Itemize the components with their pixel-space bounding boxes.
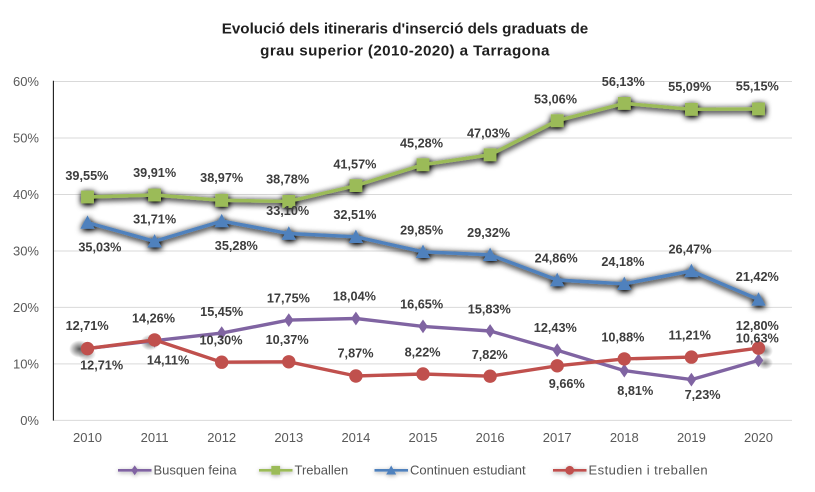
svg-text:2012: 2012 (207, 430, 236, 445)
svg-text:26,47%: 26,47% (668, 242, 711, 256)
svg-text:7,82%: 7,82% (472, 348, 508, 362)
svg-text:21,42%: 21,42% (736, 270, 779, 284)
svg-text:45,28%: 45,28% (400, 137, 443, 151)
svg-text:2017: 2017 (543, 430, 572, 445)
svg-text:2015: 2015 (409, 430, 438, 445)
svg-text:20%: 20% (13, 300, 39, 315)
svg-text:40%: 40% (13, 187, 39, 202)
svg-text:Treballen: Treballen (295, 462, 349, 477)
svg-text:17,75%: 17,75% (267, 292, 310, 306)
svg-text:33,10%: 33,10% (266, 204, 309, 218)
svg-text:12,43%: 12,43% (534, 321, 577, 335)
svg-text:14,11%: 14,11% (147, 353, 189, 367)
svg-text:24,86%: 24,86% (535, 252, 578, 266)
svg-text:53,06%: 53,06% (534, 93, 577, 107)
svg-text:35,28%: 35,28% (215, 239, 258, 253)
svg-text:14,26%: 14,26% (132, 312, 175, 326)
svg-text:55,09%: 55,09% (668, 80, 711, 94)
svg-text:2020: 2020 (744, 430, 773, 445)
svg-text:56,13%: 56,13% (602, 75, 645, 89)
svg-text:29,85%: 29,85% (400, 224, 443, 238)
svg-text:2013: 2013 (274, 430, 303, 445)
svg-text:50%: 50% (13, 131, 39, 146)
svg-text:29,32%: 29,32% (467, 226, 510, 240)
svg-text:12,71%: 12,71% (80, 359, 123, 373)
svg-text:41,57%: 41,57% (333, 157, 376, 171)
svg-text:Evolució dels itineraris d'ins: Evolució dels itineraris d'inserció dels… (222, 20, 589, 37)
svg-text:8,22%: 8,22% (405, 345, 441, 359)
svg-text:12,71%: 12,71% (66, 319, 109, 333)
svg-text:38,78%: 38,78% (266, 172, 309, 186)
svg-text:9,66%: 9,66% (549, 377, 585, 391)
svg-text:24,18%: 24,18% (601, 255, 644, 269)
svg-text:15,83%: 15,83% (468, 302, 511, 316)
svg-text:60%: 60% (13, 74, 39, 89)
svg-text:10,37%: 10,37% (266, 333, 309, 347)
svg-text:18,04%: 18,04% (333, 289, 376, 303)
svg-text:10,30%: 10,30% (199, 334, 242, 348)
svg-text:16,65%: 16,65% (400, 298, 443, 312)
svg-text:Continuen estudiant: Continuen estudiant (410, 462, 526, 477)
svg-text:10%: 10% (13, 357, 39, 372)
svg-text:30%: 30% (13, 244, 39, 259)
svg-text:10,88%: 10,88% (601, 331, 644, 345)
svg-text:32,51%: 32,51% (333, 208, 376, 222)
svg-text:55,15%: 55,15% (736, 80, 779, 94)
svg-text:2019: 2019 (677, 430, 706, 445)
svg-text:12,80%: 12,80% (736, 319, 779, 333)
svg-text:39,55%: 39,55% (65, 169, 108, 183)
svg-text:Busquen feina: Busquen feina (154, 462, 238, 477)
svg-text:38,97%: 38,97% (200, 171, 243, 185)
svg-text:0%: 0% (20, 413, 39, 428)
svg-text:7,87%: 7,87% (338, 347, 374, 361)
svg-text:35,03%: 35,03% (78, 240, 121, 254)
svg-text:31,71%: 31,71% (133, 212, 176, 226)
svg-text:8,81%: 8,81% (617, 384, 653, 398)
svg-text:2016: 2016 (476, 430, 505, 445)
svg-text:grau superior (2010-2020) a Ta: grau superior (2010-2020) a Tarragona (260, 43, 550, 60)
svg-text:11,21%: 11,21% (669, 329, 711, 343)
svg-text:47,03%: 47,03% (467, 127, 510, 141)
svg-text:2018: 2018 (610, 430, 639, 445)
svg-text:7,23%: 7,23% (685, 388, 721, 402)
svg-text:Estudien i treballen: Estudien i treballen (589, 462, 709, 477)
svg-text:15,45%: 15,45% (200, 305, 243, 319)
svg-text:2011: 2011 (141, 430, 169, 445)
svg-text:2014: 2014 (341, 430, 370, 445)
svg-text:39,91%: 39,91% (133, 166, 176, 180)
svg-text:10,63%: 10,63% (736, 331, 779, 345)
svg-text:2010: 2010 (73, 430, 102, 445)
